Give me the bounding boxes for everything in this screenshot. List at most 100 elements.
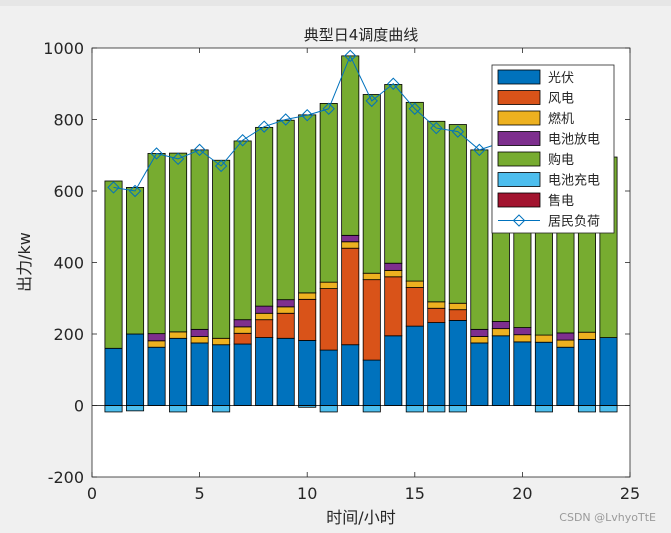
bar-5-3: [147, 153, 166, 335]
bar-3-18: [470, 336, 489, 344]
bar-1-22: [556, 346, 575, 406]
bar-3-13: [362, 272, 381, 281]
load-marker-2: [128, 184, 142, 198]
legend-label-7: 售电: [548, 193, 574, 209]
y-axis-title: 出力/kw: [15, 232, 34, 292]
bar-5-12: [341, 55, 360, 236]
legend-swatch-6: [497, 172, 541, 187]
bar-3-5: [190, 336, 209, 344]
bar-5-6: [212, 159, 231, 339]
load-marker-5: [193, 143, 206, 157]
bar-6-23: [577, 405, 596, 413]
bar-2-11: [319, 288, 338, 351]
bar-6-6: [212, 405, 231, 413]
x-axis-title: 时间/小时: [326, 508, 395, 527]
bar-6-17: [448, 405, 467, 413]
y-tick-label-800: 800: [53, 111, 84, 130]
bar-3-10: [298, 292, 317, 300]
bar-5-2: [126, 187, 145, 335]
bar-3-23: [577, 331, 596, 340]
bar-4-8: [255, 305, 274, 314]
y-tick-label--200: -200: [48, 468, 84, 487]
bar-1-6: [212, 344, 231, 406]
bar-6-4: [169, 405, 188, 413]
bar-3-22: [556, 339, 575, 348]
bar-5-7: [233, 140, 252, 321]
bar-1-4: [169, 337, 188, 406]
bar-4-14: [384, 262, 403, 271]
bar-5-1: [104, 180, 123, 349]
x-tick-label-15: 15: [405, 484, 425, 503]
load-marker-15: [408, 102, 422, 115]
legend-swatch-1: [497, 69, 541, 85]
legend-label-2: 风电: [548, 92, 574, 107]
legend-label-6: 电池充电: [548, 173, 600, 189]
bar-3-16: [427, 301, 446, 309]
bar-4-5: [190, 328, 209, 337]
bar-5-10: [298, 114, 317, 294]
bar-1-3: [147, 346, 166, 406]
bar-1-12: [341, 344, 360, 406]
bar-5-14: [384, 84, 403, 264]
bar-1-18: [470, 342, 489, 406]
bar-1-19: [491, 335, 510, 406]
x-tick-label-5: 5: [195, 484, 205, 503]
bar-4-3: [147, 333, 166, 342]
bar-3-9: [276, 306, 295, 314]
legend-swatch-7: [497, 192, 541, 208]
load-marker-6: [214, 159, 228, 173]
bar-1-20: [513, 341, 532, 406]
load-marker-16: [430, 121, 443, 135]
bar-1-14: [384, 335, 403, 406]
bar-3-11: [319, 281, 338, 289]
bar-4-9: [276, 299, 295, 308]
bar-1-23: [577, 338, 596, 406]
bar-6-2: [126, 405, 145, 412]
bar-6-13: [362, 405, 381, 413]
legend-label-4: 电池放电: [548, 133, 600, 148]
bar-4-7: [233, 319, 252, 328]
bar-3-12: [341, 241, 360, 249]
chart-title: 典型日4调度曲线: [304, 26, 419, 44]
y-tick-label-400: 400: [53, 254, 84, 273]
bar-1-16: [427, 322, 446, 406]
bar-layer: [104, 55, 618, 413]
load-marker-12: [344, 49, 357, 63]
load-marker-9: [279, 113, 292, 126]
legend-swatch-4: [497, 131, 541, 146]
load-marker-8: [257, 120, 271, 133]
bar-3-21: [534, 334, 553, 343]
y-tick-label-600: 600: [53, 182, 84, 201]
legend-label-8: 居民负荷: [548, 215, 600, 230]
bar-3-7: [233, 326, 252, 334]
bar-2-8: [255, 319, 274, 338]
bar-2-7: [233, 332, 252, 345]
bar-3-15: [405, 280, 424, 288]
bar-3-20: [513, 334, 532, 343]
load-marker-10: [300, 109, 314, 122]
bar-3-17: [448, 302, 467, 311]
bar-4-22: [556, 332, 575, 341]
x-tick-label-25: 25: [620, 484, 640, 503]
legend-marker-swatch: [512, 214, 526, 227]
bar-1-9: [276, 337, 295, 406]
bar-5-17: [448, 124, 467, 304]
load-marker-13: [365, 94, 378, 108]
bar-2-15: [405, 287, 424, 327]
bar-1-11: [319, 349, 338, 406]
load-marker-14: [387, 77, 400, 90]
legend-label-3: 燃机: [548, 111, 574, 127]
legend-label-5: 购电: [548, 152, 574, 168]
x-tick-label-0: 0: [87, 484, 97, 503]
bar-5-16: [427, 120, 446, 303]
bar-2-13: [362, 279, 381, 361]
load-marker-1: [107, 181, 120, 194]
bar-6-1: [104, 405, 123, 413]
bar-2-17: [448, 309, 467, 321]
watermark: CSDN @LvhyoTtE: [559, 511, 656, 524]
bar-5-4: [169, 152, 188, 333]
bar-1-10: [298, 340, 317, 406]
